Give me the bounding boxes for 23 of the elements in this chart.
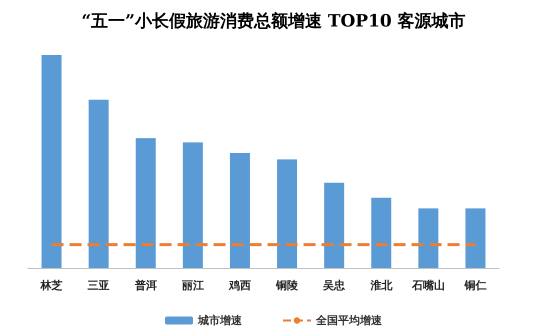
x-tick-label: 三亚 (88, 279, 110, 292)
legend-label: 全国平均增速 (315, 314, 383, 327)
x-tick-label: 普洱 (134, 279, 157, 292)
bar (136, 138, 156, 268)
x-tick-label: 吴忠 (322, 279, 346, 292)
bar (182, 142, 203, 268)
x-tick-label: 鸡西 (228, 279, 251, 292)
bar (465, 208, 486, 268)
bar (324, 182, 344, 268)
bar (42, 55, 62, 268)
x-tick-label: 铜陵 (275, 279, 298, 292)
x-tick-label: 林芝 (40, 279, 63, 292)
x-tick-label: 淮北 (369, 279, 394, 292)
bar (418, 208, 438, 268)
bar (230, 152, 250, 268)
legend-label: 城市增速 (197, 314, 243, 327)
chart-title: “五一”小长假旅游消费总额增速 TOP10 客源城市 (81, 12, 466, 32)
bar (277, 159, 298, 268)
x-tick-label: 石嘴山 (410, 279, 445, 292)
bar (371, 198, 392, 268)
x-tick-label: 铜仁 (463, 279, 486, 292)
bar (88, 100, 109, 268)
x-tick-label: 丽江 (180, 279, 204, 292)
